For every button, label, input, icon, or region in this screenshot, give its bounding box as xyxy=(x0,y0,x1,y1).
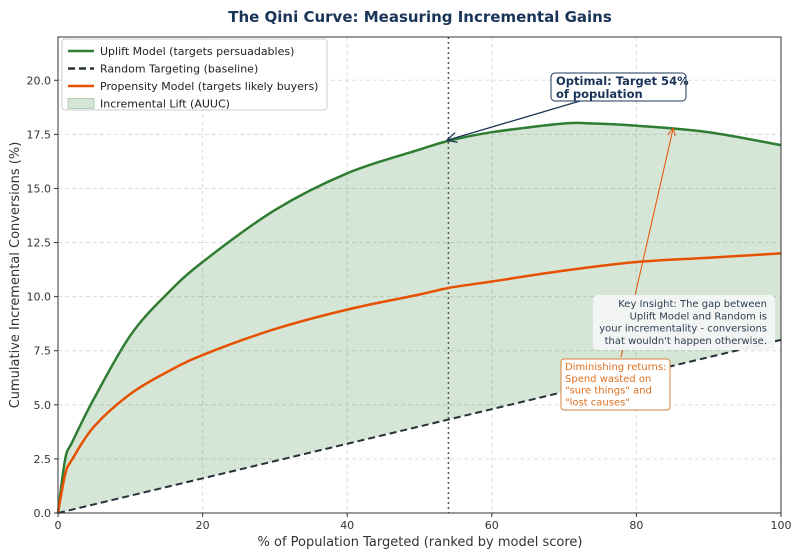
diminishing-text: "sure things" and xyxy=(565,386,652,397)
optimal-annotation-box xyxy=(550,72,687,102)
legend-label: Propensity Model (targets likely buyers) xyxy=(100,80,318,93)
plot-frame xyxy=(57,36,782,514)
y-tick-label: 10.0 xyxy=(27,291,52,304)
diminishing-text: "lost causes" xyxy=(565,397,630,408)
x-tick-label: 0 xyxy=(55,519,62,532)
insight-box xyxy=(593,295,775,350)
legend-label: Uplift Model (targets persuadables) xyxy=(100,45,294,58)
legend: Uplift Model (targets persuadables) Rando… xyxy=(61,38,328,111)
insight-text: your incrementality - conversions xyxy=(599,324,767,335)
diminishing-text: Spend wasted on xyxy=(565,374,651,385)
y-tick-label: 17.5 xyxy=(27,128,52,141)
legend-label: Random Targeting (baseline) xyxy=(100,63,258,76)
y-tick-label: 15.0 xyxy=(27,182,52,195)
y-tick-label: 12.5 xyxy=(27,237,52,250)
optimal-annotation-text: Optimal: Target 54% xyxy=(556,74,689,88)
x-tick-label: 40 xyxy=(340,519,354,532)
y-tick-label: 2.5 xyxy=(34,453,52,466)
y-tick-label: 20.0 xyxy=(27,74,52,87)
y-tick-label: 0.0 xyxy=(34,507,52,520)
y-tick-label: 7.5 xyxy=(34,345,52,358)
series-line-0 xyxy=(56,121,782,514)
y-axis-label: Cumulative Incremental Conversions (%) xyxy=(8,142,23,409)
optimal-annotation-text: of population xyxy=(556,87,643,101)
legend-label: Incremental Lift (AUUC) xyxy=(100,98,230,111)
incremental-lift-area xyxy=(58,122,781,514)
series-line-2 xyxy=(56,252,782,514)
x-tick-label: 100 xyxy=(771,519,792,532)
x-tick-label: 80 xyxy=(629,519,643,532)
x-tick-label: 20 xyxy=(196,519,210,532)
diminishing-text: Diminishing returns: xyxy=(565,362,666,373)
legend-swatch xyxy=(67,98,95,109)
insight-text: that wouldn't happen otherwise. xyxy=(605,336,767,347)
chart-title: The Qini Curve: Measuring Incremental Ga… xyxy=(228,8,612,26)
diminishing-box xyxy=(560,358,671,411)
y-tick-label: 5.0 xyxy=(34,399,52,412)
x-tick-label: 60 xyxy=(485,519,499,532)
insight-text: Uplift Model and Random is xyxy=(630,311,767,322)
insight-text: Key Insight: The gap between xyxy=(618,299,767,310)
optimal-arrow xyxy=(448,100,581,140)
x-axis-label: % of Population Targeted (ranked by mode… xyxy=(258,535,583,550)
